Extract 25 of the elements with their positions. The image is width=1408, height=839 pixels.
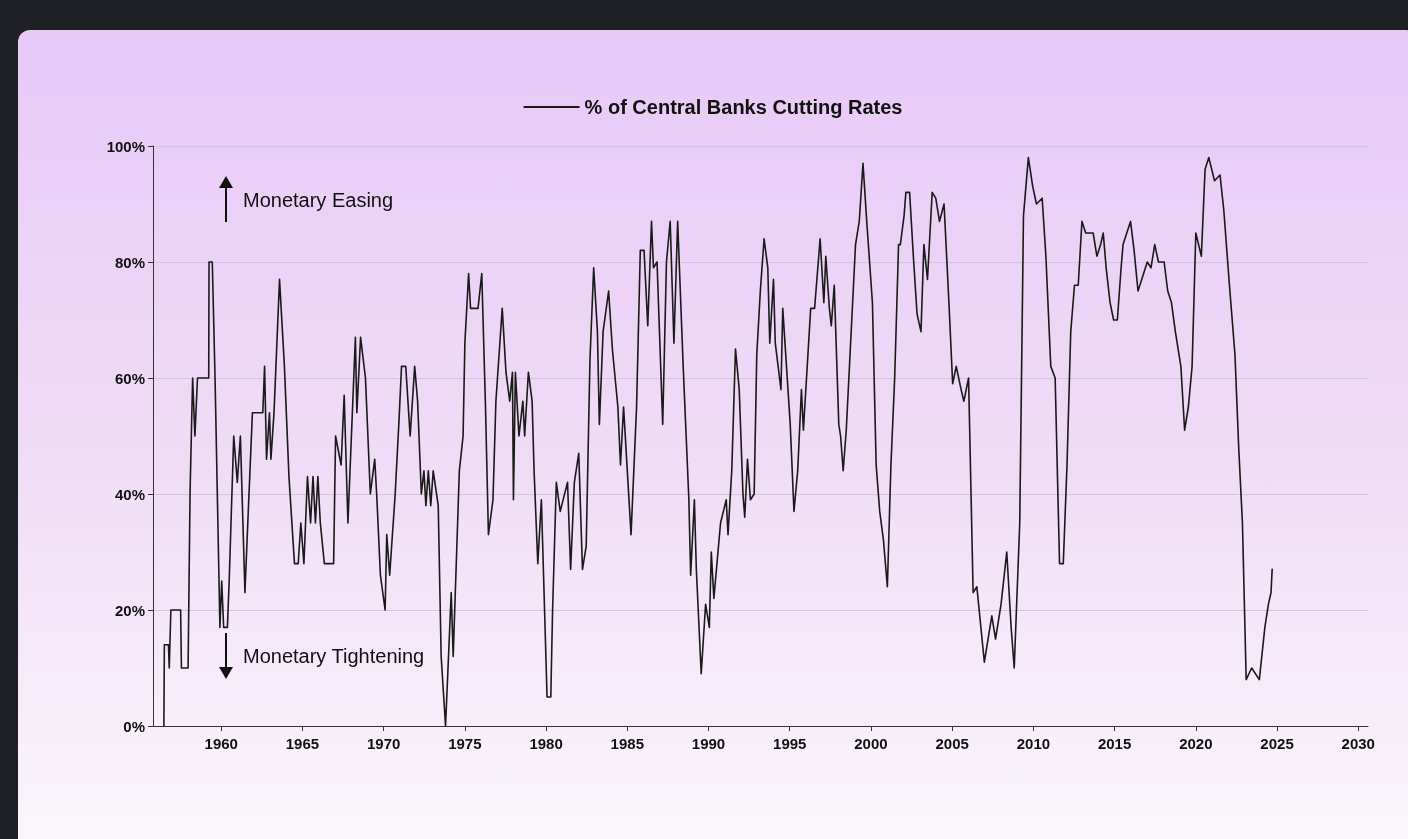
y-tick-label: 0% [123,717,145,735]
x-tick-label: 2010 [1016,735,1051,752]
x-tick-label: 1965 [285,735,320,752]
y-tick-label: 20% [114,601,145,619]
x-tick-label: 2000 [854,735,888,752]
x-tick-label: 2030 [1341,735,1375,752]
annotation: Monetary Tightening [243,645,425,667]
x-tick-label: 1980 [529,735,563,752]
y-tick-label: 40% [114,485,145,503]
y-tick-label: 80% [114,253,145,271]
y-tick-label: 60% [114,369,145,387]
y-tick-label: 100% [106,137,145,155]
x-tick-label: 2020 [1179,735,1213,752]
x-tick-label: 2025 [1260,735,1294,752]
x-tick-label: 1990 [691,735,726,752]
x-tick-label: 2015 [1097,735,1132,752]
line-series [163,156,1273,727]
x-tick-label: 2005 [935,735,969,752]
x-tick-label: 1970 [366,735,401,752]
x-tick-label: 1985 [610,735,644,752]
x-tick-label: 1960 [204,735,238,752]
x-tick-label: 1975 [448,735,482,752]
legend-label: % of Central Banks Cutting Rates [584,96,903,118]
annotation: Monetary Easing [243,189,394,211]
x-tick-label: 1995 [773,735,807,752]
